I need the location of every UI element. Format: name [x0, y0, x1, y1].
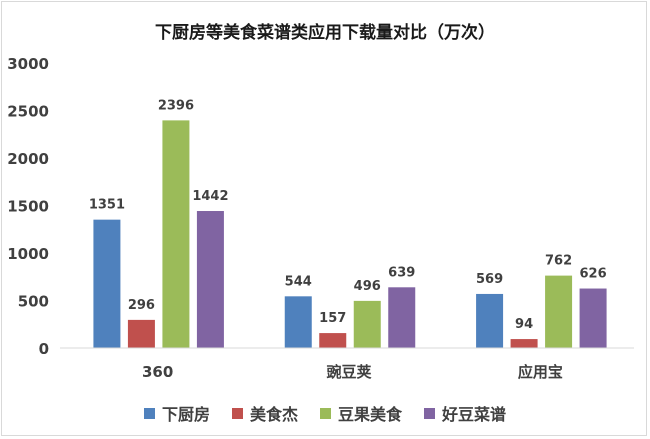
data-label: 1351 — [89, 198, 125, 213]
y-tick-label: 2500 — [7, 103, 49, 121]
legend-item: 好豆菜谱 — [424, 401, 506, 425]
data-label: 1442 — [192, 189, 228, 204]
x-axis: 360 豌豆荚 应用宝 — [60, 347, 634, 381]
bar — [127, 319, 155, 348]
legend-label: 美食杰 — [249, 405, 298, 424]
data-label: 296 — [128, 298, 155, 313]
bar — [284, 296, 312, 348]
x-category-label: 应用宝 — [518, 363, 563, 381]
bar — [93, 219, 121, 348]
bar — [196, 211, 224, 348]
x-category-label: 豌豆荚 — [326, 363, 372, 381]
y-axis: 0 500 1000 1500 2000 2500 3000 — [7, 55, 49, 358]
legend-item: 豆果美食 — [320, 401, 402, 425]
y-tick-label: 2000 — [7, 150, 49, 168]
legend-label: 豆果美食 — [338, 405, 403, 424]
data-label: 2396 — [158, 98, 194, 113]
y-tick-label: 500 — [18, 293, 49, 311]
data-label: 639 — [388, 265, 415, 280]
legend-swatch — [143, 407, 155, 419]
y-tick-label: 1000 — [7, 245, 49, 263]
legend-swatch — [320, 407, 331, 419]
legend-swatch — [231, 407, 243, 419]
data-label: 496 — [354, 279, 381, 294]
legend-swatch — [424, 407, 436, 419]
data-label: 762 — [545, 254, 572, 269]
bar — [476, 293, 504, 348]
data-labels: 1351 296 2396 1442 544 157 496 639 569 94 762 626 — [89, 98, 607, 332]
bar — [545, 275, 573, 348]
data-label: 626 — [580, 267, 607, 282]
chart-title: 下厨房等美食菜谱类应用下载量对比（万次） — [155, 23, 495, 43]
bar — [579, 288, 607, 348]
bar — [388, 287, 416, 348]
data-label: 544 — [285, 274, 312, 289]
y-tick-label: 0 — [39, 340, 49, 358]
y-tick-label: 1500 — [7, 198, 49, 216]
legend-label: 下厨房 — [161, 405, 210, 424]
legend-item: 下厨房 — [143, 401, 210, 425]
data-label: 157 — [319, 311, 346, 326]
data-label: 569 — [476, 272, 503, 287]
bar — [510, 339, 538, 348]
legend-label: 好豆菜谱 — [442, 405, 507, 424]
x-category-label: 360 — [142, 363, 173, 381]
legend: 下厨房 美食杰 豆果美食 好豆菜谱 — [0, 401, 650, 425]
y-tick-label: 3000 — [7, 55, 49, 73]
bars — [93, 120, 607, 348]
bar — [353, 300, 381, 348]
bar — [319, 333, 347, 348]
legend-item: 美食杰 — [231, 401, 298, 425]
bar — [162, 120, 190, 348]
data-label: 94 — [515, 317, 533, 332]
